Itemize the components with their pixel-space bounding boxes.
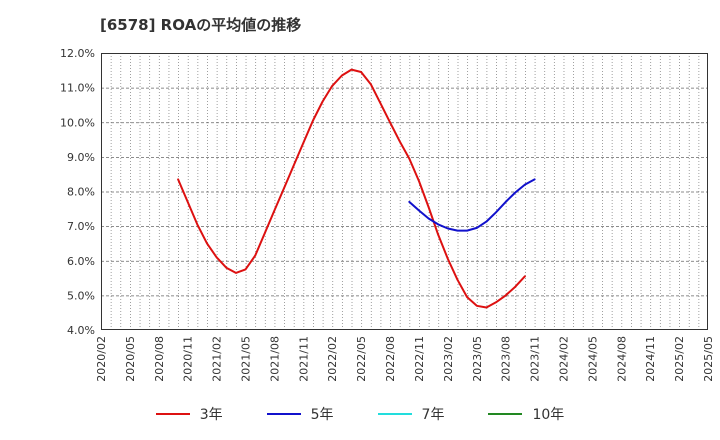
x-tick-label: 2022/02: [326, 336, 339, 382]
y-tick-label: 11.0%: [60, 82, 95, 95]
x-tick-label: 2020/05: [124, 336, 137, 382]
legend-label: 3年: [199, 407, 223, 423]
y-tick-label: 8.0%: [67, 186, 95, 199]
x-tick-label: 2021/11: [297, 336, 310, 382]
x-tick-label: 2022/05: [355, 336, 368, 382]
series-line-3年: [177, 68, 526, 309]
y-tick-label: 9.0%: [67, 151, 95, 164]
legend-swatch: [266, 413, 301, 415]
x-tick-label: 2023/05: [471, 336, 484, 382]
x-tick-label: 2021/05: [240, 336, 253, 382]
legend-item: 7年: [377, 402, 445, 426]
x-tick-label: 2022/11: [413, 336, 426, 382]
x-tick-label: 2025/05: [702, 336, 715, 382]
y-tick-label: 7.0%: [67, 220, 95, 233]
x-tick-label: 2021/08: [268, 336, 281, 382]
chart-title: [6578] ROAの平均値の推移: [100, 16, 302, 34]
x-tick-label: 2022/08: [384, 336, 397, 382]
series-line-5年: [408, 178, 536, 232]
legend-item: 3年: [155, 402, 223, 426]
legend-item: 10年: [488, 402, 564, 426]
x-tick-label: 2024/05: [586, 336, 599, 382]
x-tick-label: 2023/08: [500, 336, 513, 382]
plot-frame: [101, 53, 708, 330]
x-tick-label: 2023/02: [442, 336, 455, 382]
x-tick-label: 2024/11: [644, 336, 657, 382]
legend-swatch: [377, 413, 412, 415]
legend-label: 10年: [532, 407, 565, 423]
y-tick-label: 4.0%: [67, 324, 95, 337]
x-tick-label: 2020/02: [95, 336, 108, 382]
legend-swatch: [155, 413, 190, 415]
x-tick-label: 2024/08: [615, 336, 628, 382]
legend-label: 7年: [421, 407, 445, 423]
y-tick-label: 12.0%: [60, 47, 95, 60]
x-tick-label: 2024/02: [557, 336, 570, 382]
x-tick-label: 2020/11: [182, 336, 195, 382]
y-tick-label: 10.0%: [60, 116, 95, 129]
legend: 3年 5年 7年 10年: [0, 402, 720, 426]
x-tick-label: 2025/02: [673, 336, 686, 382]
y-tick-label: 6.0%: [67, 255, 95, 268]
x-tick-label: 2021/02: [211, 336, 224, 382]
plot-area: [101, 53, 708, 330]
x-tick-label: 2020/08: [153, 336, 166, 382]
x-tick-label: 2023/11: [529, 336, 542, 382]
y-tick-label: 5.0%: [67, 289, 95, 302]
legend-item: 5年: [266, 402, 334, 426]
legend-swatch: [488, 413, 523, 415]
legend-label: 5年: [310, 407, 334, 423]
